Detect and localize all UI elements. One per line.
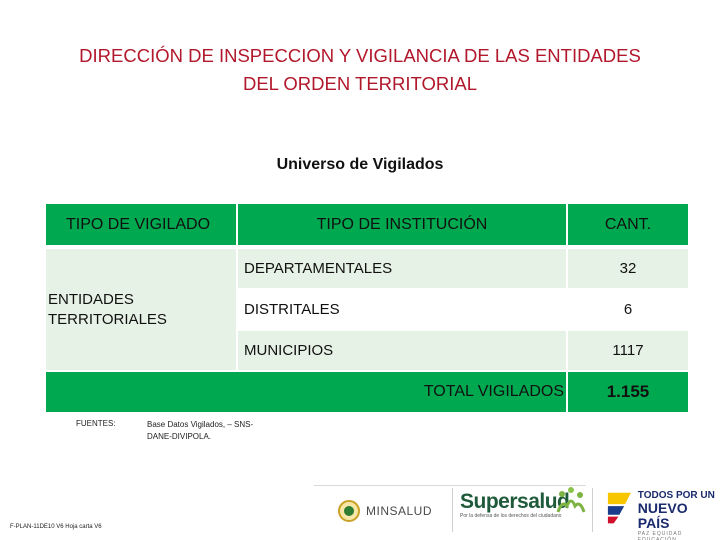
header-tipo-vigilado: TIPO DE VIGILADO: [66, 215, 211, 233]
group-label-line1: ENTIDADES: [48, 290, 134, 308]
group-label-line2: TERRITORIALES: [48, 310, 167, 328]
colombia-flag-icon: [607, 492, 631, 524]
page-title: DIRECCIÓN DE INSPECCION Y VIGILANCIA DE …: [0, 42, 720, 98]
total-label: TOTAL VIGILADOS: [46, 372, 566, 412]
pais-line1: TODOS POR UN: [637, 490, 715, 501]
total-value: 1.155: [568, 372, 688, 412]
minsalud-text: MINSALUD: [366, 504, 433, 518]
header-cantidad: CANT.: [568, 204, 688, 245]
row-1-institucion: DEPARTAMENTALES: [238, 249, 566, 288]
fuentes-text: Base Datos Vigilados, – SNS-DANE-DIVIPOL…: [147, 420, 254, 441]
page-title-line2: DEL ORDEN TERRITORIAL: [242, 73, 478, 94]
group-label-cell: ENTIDADES TERRITORIALES: [46, 249, 236, 370]
fuentes-label: FUENTES:: [76, 419, 116, 428]
pais-line2: NUEVO PAÍS: [637, 500, 688, 531]
todos-por-un-nuevo-pais-logo: TODOS POR UN NUEVO PAÍS PAZ EQUIDAD EDUC…: [606, 490, 720, 540]
row-1-cantidad: 32: [568, 249, 688, 288]
table-caption: Universo de Vigilados: [276, 156, 444, 173]
vigilados-table: TIPO DE VIGILADO TIPO DE INSTITUCIÓN CAN…: [46, 204, 688, 412]
row-2-institucion: DISTRITALES: [244, 301, 340, 318]
row-3-institucion: MUNICIPIOS: [238, 331, 566, 370]
header-spacer-green: [46, 204, 236, 245]
people-icon: [556, 487, 586, 513]
header-tipo-institucion: TIPO DE INSTITUCIÓN: [238, 204, 566, 245]
row-2-cantidad: 6: [623, 301, 633, 318]
colombia-seal-icon: [338, 500, 360, 522]
footer-separator: [452, 488, 453, 532]
minsalud-logo: MINSALUD: [338, 500, 432, 522]
footer-divider: [314, 485, 586, 486]
supersalud-logo: Supersalud Por la defensa de los derecho…: [460, 490, 570, 519]
row-3-cantidad: 1117: [568, 331, 688, 370]
pais-line3: PAZ EQUIDAD EDUCACIÓN: [637, 531, 683, 540]
document-code: F-PLAN-11DE10 V6 Hoja carta V6: [10, 524, 102, 530]
footer-separator-2: [592, 488, 593, 532]
supersalud-text: Supersalud: [460, 490, 570, 513]
supersalud-tagline: Por la defensa de los derechos del ciuda…: [460, 513, 562, 519]
page-title-line1: DIRECCIÓN DE INSPECCION Y VIGILANCIA DE …: [79, 45, 641, 66]
